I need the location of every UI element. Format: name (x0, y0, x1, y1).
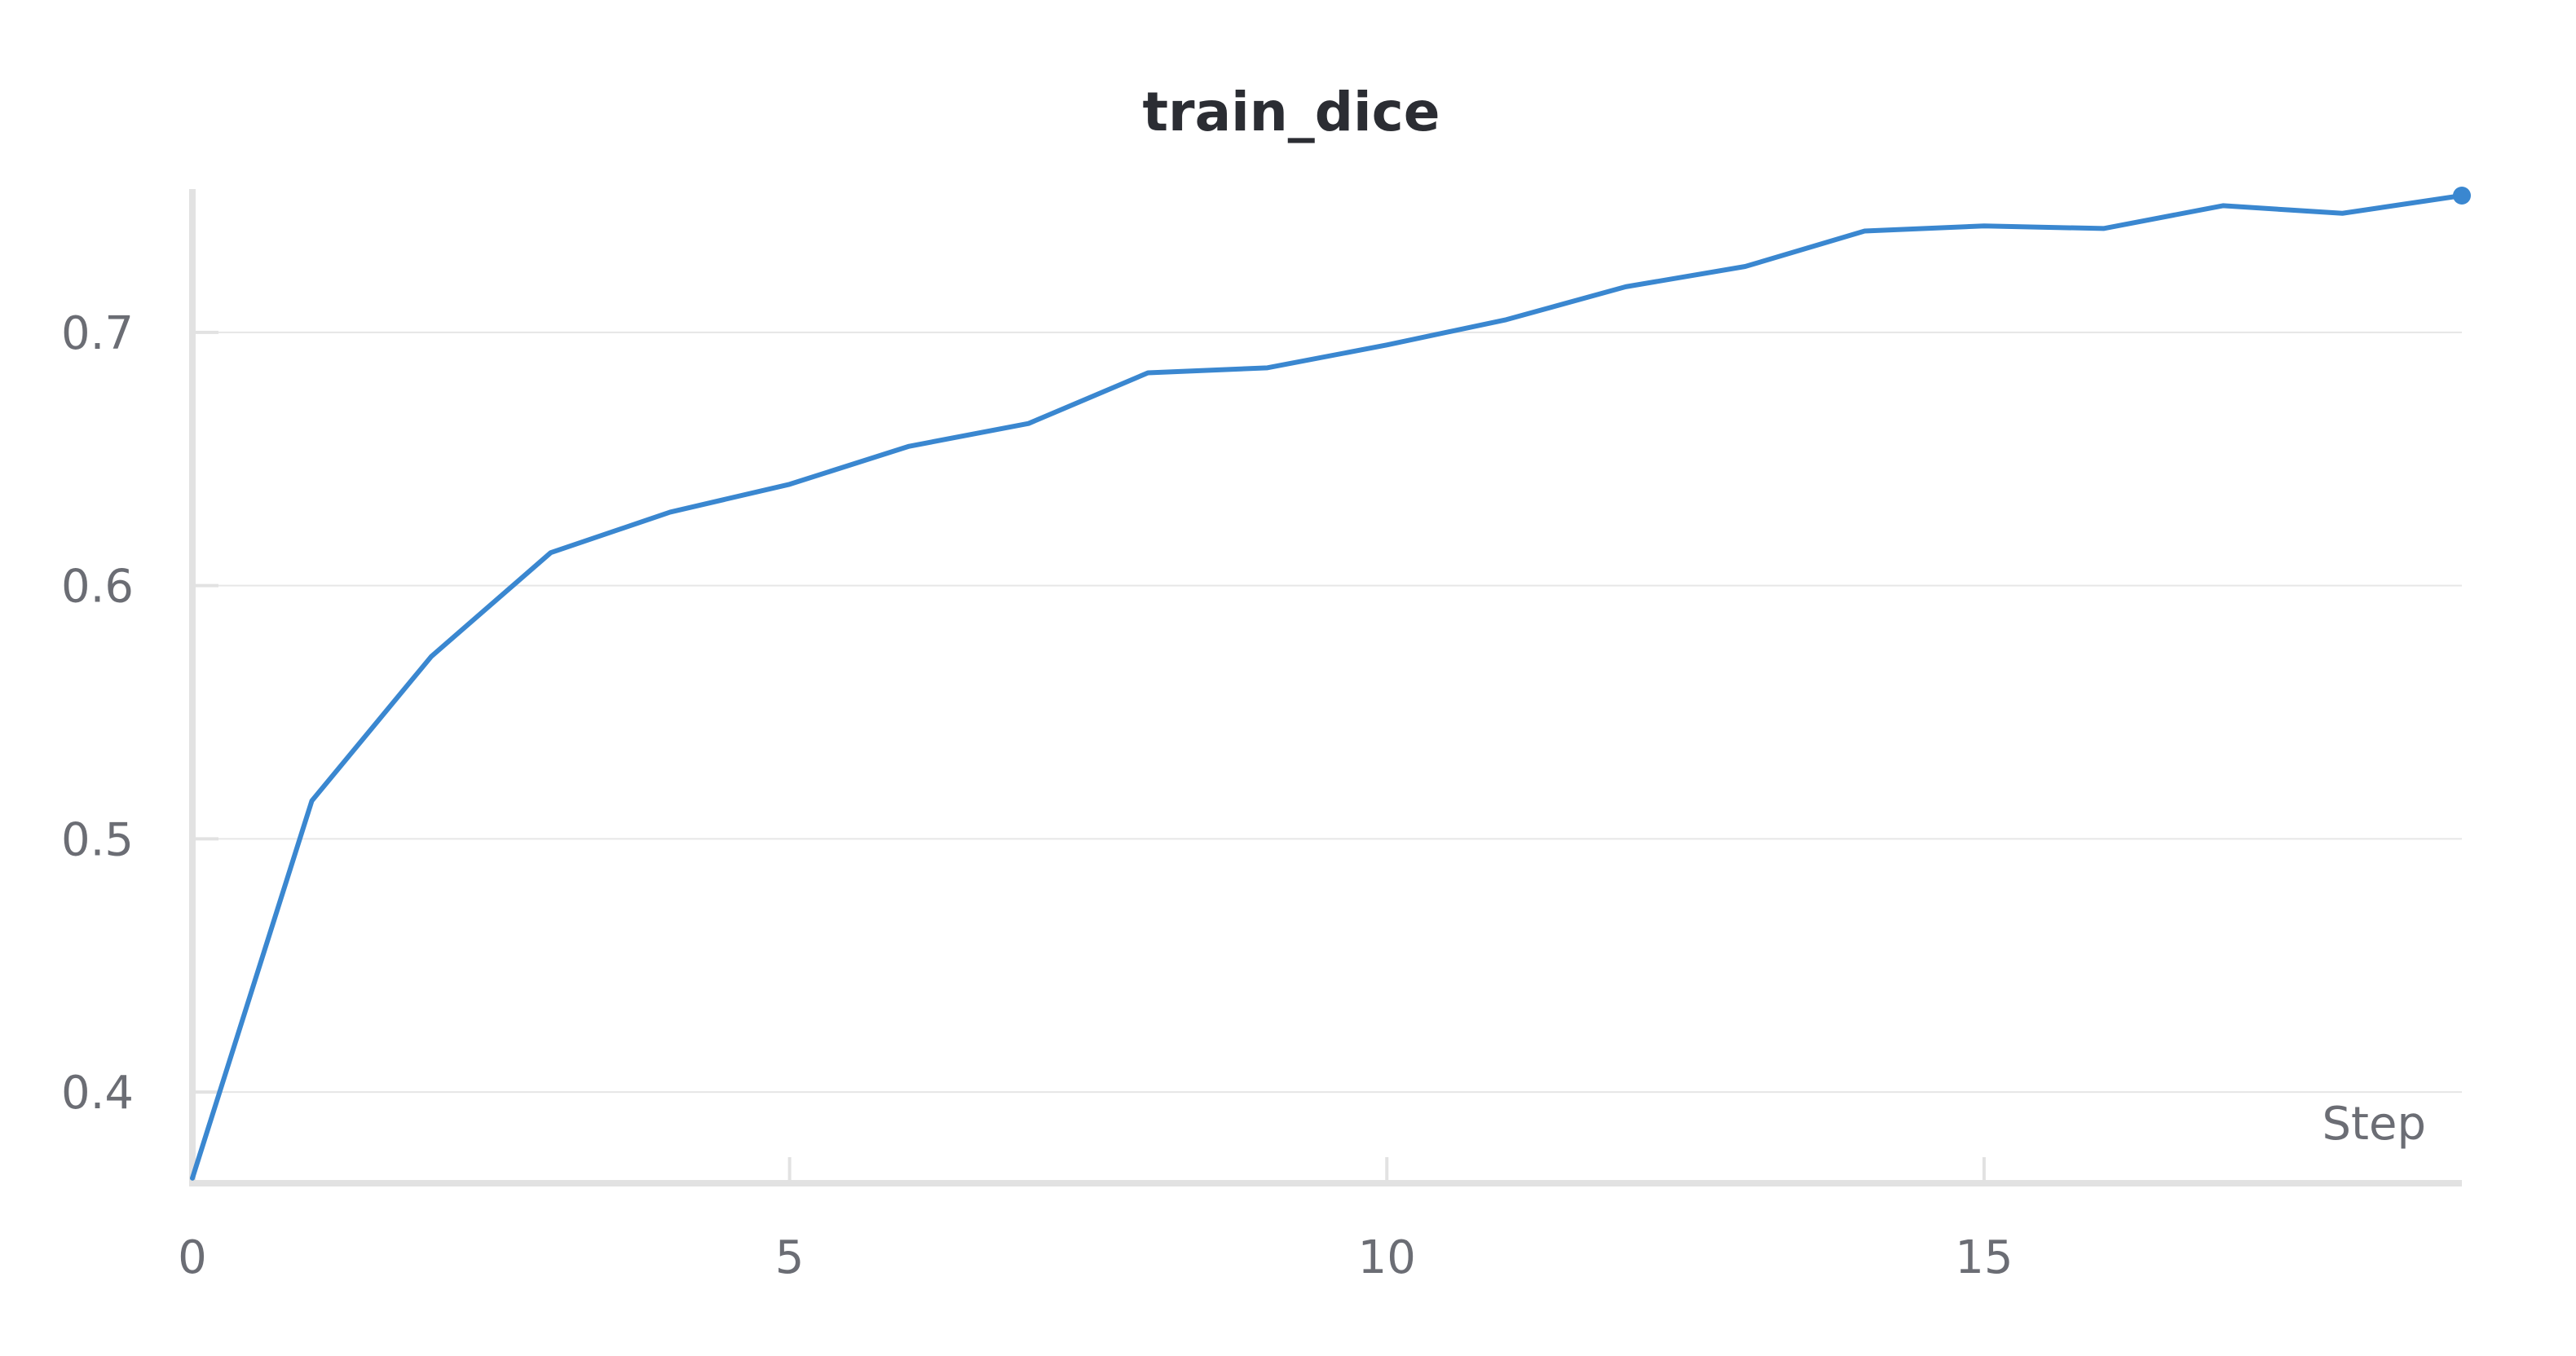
x-tick-label: 10 (1358, 1231, 1416, 1284)
x-tick-label: 5 (775, 1231, 805, 1284)
grid-layer (192, 332, 2462, 1092)
y-tick-label: 0.7 (61, 307, 134, 360)
x-tick-label: 15 (1955, 1231, 2013, 1284)
series-layer (192, 187, 2471, 1178)
y-tick-label: 0.5 (61, 813, 134, 866)
tick-label-layer: 0.4 0.5 0.6 0.7 0 5 10 15 (61, 307, 2014, 1284)
axis-layer (189, 189, 2462, 1186)
y-tick-label: 0.6 (61, 561, 134, 614)
y-tick-label: 0.4 (61, 1067, 134, 1120)
chart-title: train_dice (1143, 81, 1440, 143)
series-line (192, 196, 2462, 1178)
x-tick-label: 0 (178, 1231, 207, 1284)
x-axis-label: Step (2322, 1098, 2426, 1151)
last-point-marker (2453, 187, 2471, 205)
